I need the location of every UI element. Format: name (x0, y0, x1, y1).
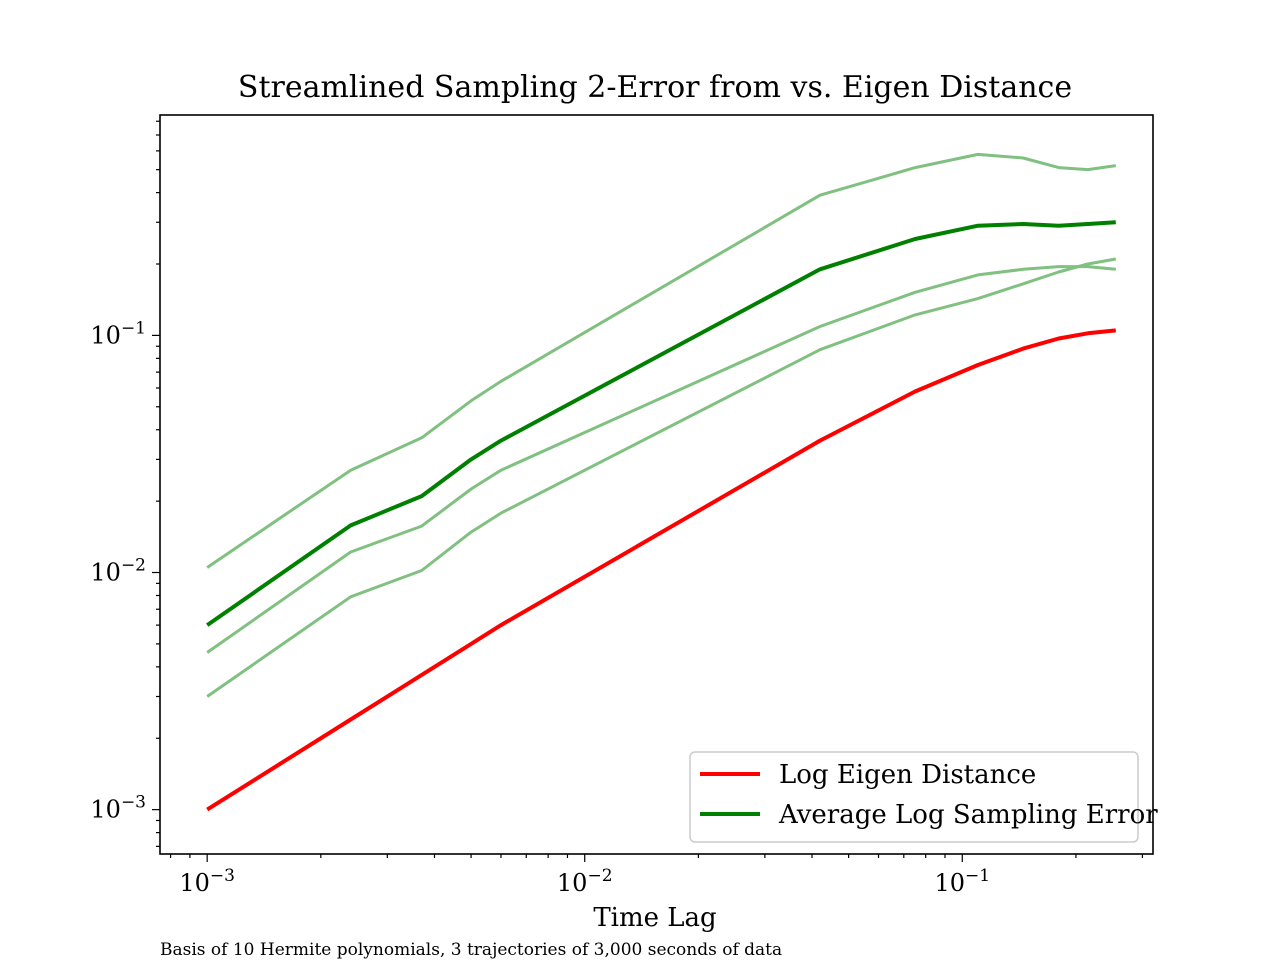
trajectory-line-4 (206, 257, 1117, 698)
series-layer (206, 152, 1117, 812)
chart-caption: Basis of 10 Hermite polynomials, 3 traje… (160, 940, 782, 960)
y-tick-label: 10−2 (90, 556, 146, 587)
trajectory-line-3 (206, 265, 1116, 654)
x-tick-label: 10−1 (934, 866, 990, 897)
series-line-average-sampling-error (206, 220, 1116, 627)
plot-frame (159, 114, 1154, 855)
legend: Log Eigen Distance Average Log Sampling … (689, 751, 1158, 843)
legend-label-sampling: Average Log Sampling Error (778, 800, 1158, 830)
legend-box (689, 751, 1139, 843)
legend-label-eigen: Log Eigen Distance (779, 760, 1036, 790)
ticks-layer: 10−3 10−2 10−1 10−3 10−2 10−1 (90, 120, 1144, 897)
y-tick-label: 10−1 (90, 318, 146, 349)
y-tick-label: 10−3 (90, 793, 146, 824)
x-tick-label: 10−3 (179, 866, 235, 897)
chart-title: Streamlined Sampling 2-Error from vs. Ei… (238, 70, 1072, 105)
series-line-eigen-distance (206, 328, 1117, 812)
x-tick-label: 10−2 (557, 866, 613, 897)
trajectory-line-2 (206, 152, 1117, 569)
x-axis-label: Time Lag (593, 903, 716, 933)
